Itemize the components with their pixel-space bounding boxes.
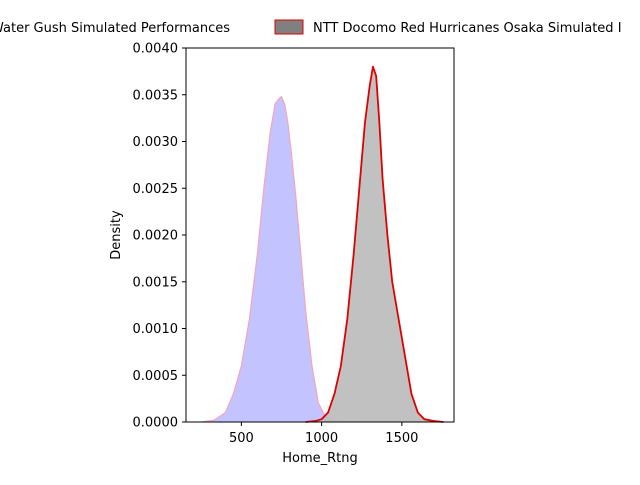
y-axis-label: Density <box>109 210 124 260</box>
x-tick-label: 1500 <box>385 431 418 446</box>
legend: Water Gush Simulated Performances NTT Do… <box>0 19 622 36</box>
y-tick-label: 0.0000 <box>133 416 179 431</box>
x-tick-label: 500 <box>229 431 254 446</box>
y-tick-label: 0.0040 <box>133 42 179 57</box>
x-axis-label: Home_Rtng <box>282 451 358 466</box>
legend-swatch-ntt-docomo <box>274 19 304 35</box>
y-tick-label: 0.0005 <box>133 369 179 384</box>
density-area-ntt-docomo-red-hurricanes-osaka-simulated-performances <box>305 66 444 422</box>
y-axis: 0.0000 0.0005 0.0010 0.0015 0.0020 0.0025 0.00… <box>133 42 186 431</box>
plot-area <box>201 65 444 423</box>
y-tick-label: 0.0010 <box>133 322 179 337</box>
y-tick-label: 0.0035 <box>133 88 179 103</box>
axes-frame <box>185 47 455 423</box>
legend-label-ntt-docomo: NTT Docomo Red Hurricanes Osaka Simulate… <box>313 21 622 36</box>
density-line-ntt-docomo-red-hurricanes-osaka-simulated-performances <box>305 65 444 423</box>
density-area-water-gush-simulated-performances <box>201 96 354 423</box>
y-tick-label: 0.0030 <box>133 135 179 150</box>
legend-label-water-gush: Water Gush Simulated Performances <box>0 21 230 36</box>
y-tick-label: 0.0025 <box>133 182 179 197</box>
y-tick-label: 0.0015 <box>133 275 179 290</box>
x-tick-label: 1000 <box>305 431 338 446</box>
x-axis: 500 1000 1500 <box>229 422 418 446</box>
y-tick-label: 0.0020 <box>133 229 179 244</box>
